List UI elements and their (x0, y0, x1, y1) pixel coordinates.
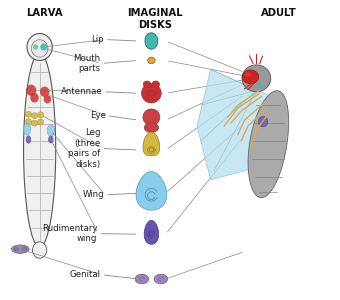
Ellipse shape (242, 65, 271, 92)
Ellipse shape (258, 116, 268, 127)
Ellipse shape (38, 112, 44, 118)
Ellipse shape (27, 34, 52, 60)
Ellipse shape (26, 111, 32, 117)
Ellipse shape (33, 242, 47, 258)
Ellipse shape (31, 40, 48, 57)
Ellipse shape (148, 57, 155, 64)
Ellipse shape (152, 81, 159, 88)
Polygon shape (144, 220, 158, 244)
Text: Eye: Eye (90, 111, 106, 120)
Ellipse shape (14, 247, 19, 251)
Text: Rudimentary
wing: Rudimentary wing (42, 224, 97, 243)
Ellipse shape (30, 93, 39, 103)
Text: Wing: Wing (82, 190, 104, 199)
Text: ADULT: ADULT (260, 8, 296, 18)
Ellipse shape (48, 136, 53, 143)
Polygon shape (248, 91, 289, 198)
Polygon shape (143, 132, 160, 156)
Ellipse shape (32, 113, 38, 118)
Ellipse shape (242, 70, 259, 84)
Ellipse shape (44, 95, 51, 103)
Ellipse shape (12, 245, 29, 253)
Ellipse shape (32, 120, 38, 126)
Ellipse shape (47, 124, 54, 136)
Polygon shape (197, 69, 278, 180)
Ellipse shape (23, 123, 31, 135)
Ellipse shape (23, 53, 56, 247)
Ellipse shape (26, 118, 32, 124)
Ellipse shape (40, 44, 47, 51)
Ellipse shape (244, 72, 251, 77)
Ellipse shape (33, 44, 38, 50)
Ellipse shape (22, 247, 27, 251)
Ellipse shape (257, 83, 262, 88)
Text: IMAGINAL
DISKS: IMAGINAL DISKS (127, 8, 183, 30)
Ellipse shape (40, 86, 49, 97)
Ellipse shape (143, 81, 151, 88)
Ellipse shape (141, 84, 161, 103)
Text: Leg
(three
pairs of
disks): Leg (three pairs of disks) (68, 128, 101, 169)
Ellipse shape (143, 109, 160, 125)
Ellipse shape (38, 119, 44, 125)
Ellipse shape (145, 33, 158, 49)
Ellipse shape (144, 123, 158, 132)
Ellipse shape (26, 85, 36, 96)
Ellipse shape (154, 274, 168, 284)
Ellipse shape (26, 135, 31, 144)
Text: Mouth
parts: Mouth parts (73, 54, 101, 73)
Polygon shape (136, 172, 167, 210)
Text: Lip: Lip (91, 35, 104, 44)
Text: Genital: Genital (70, 270, 101, 279)
Text: Antennae: Antennae (61, 87, 102, 96)
Ellipse shape (135, 274, 149, 284)
Text: LARVA: LARVA (27, 8, 63, 18)
